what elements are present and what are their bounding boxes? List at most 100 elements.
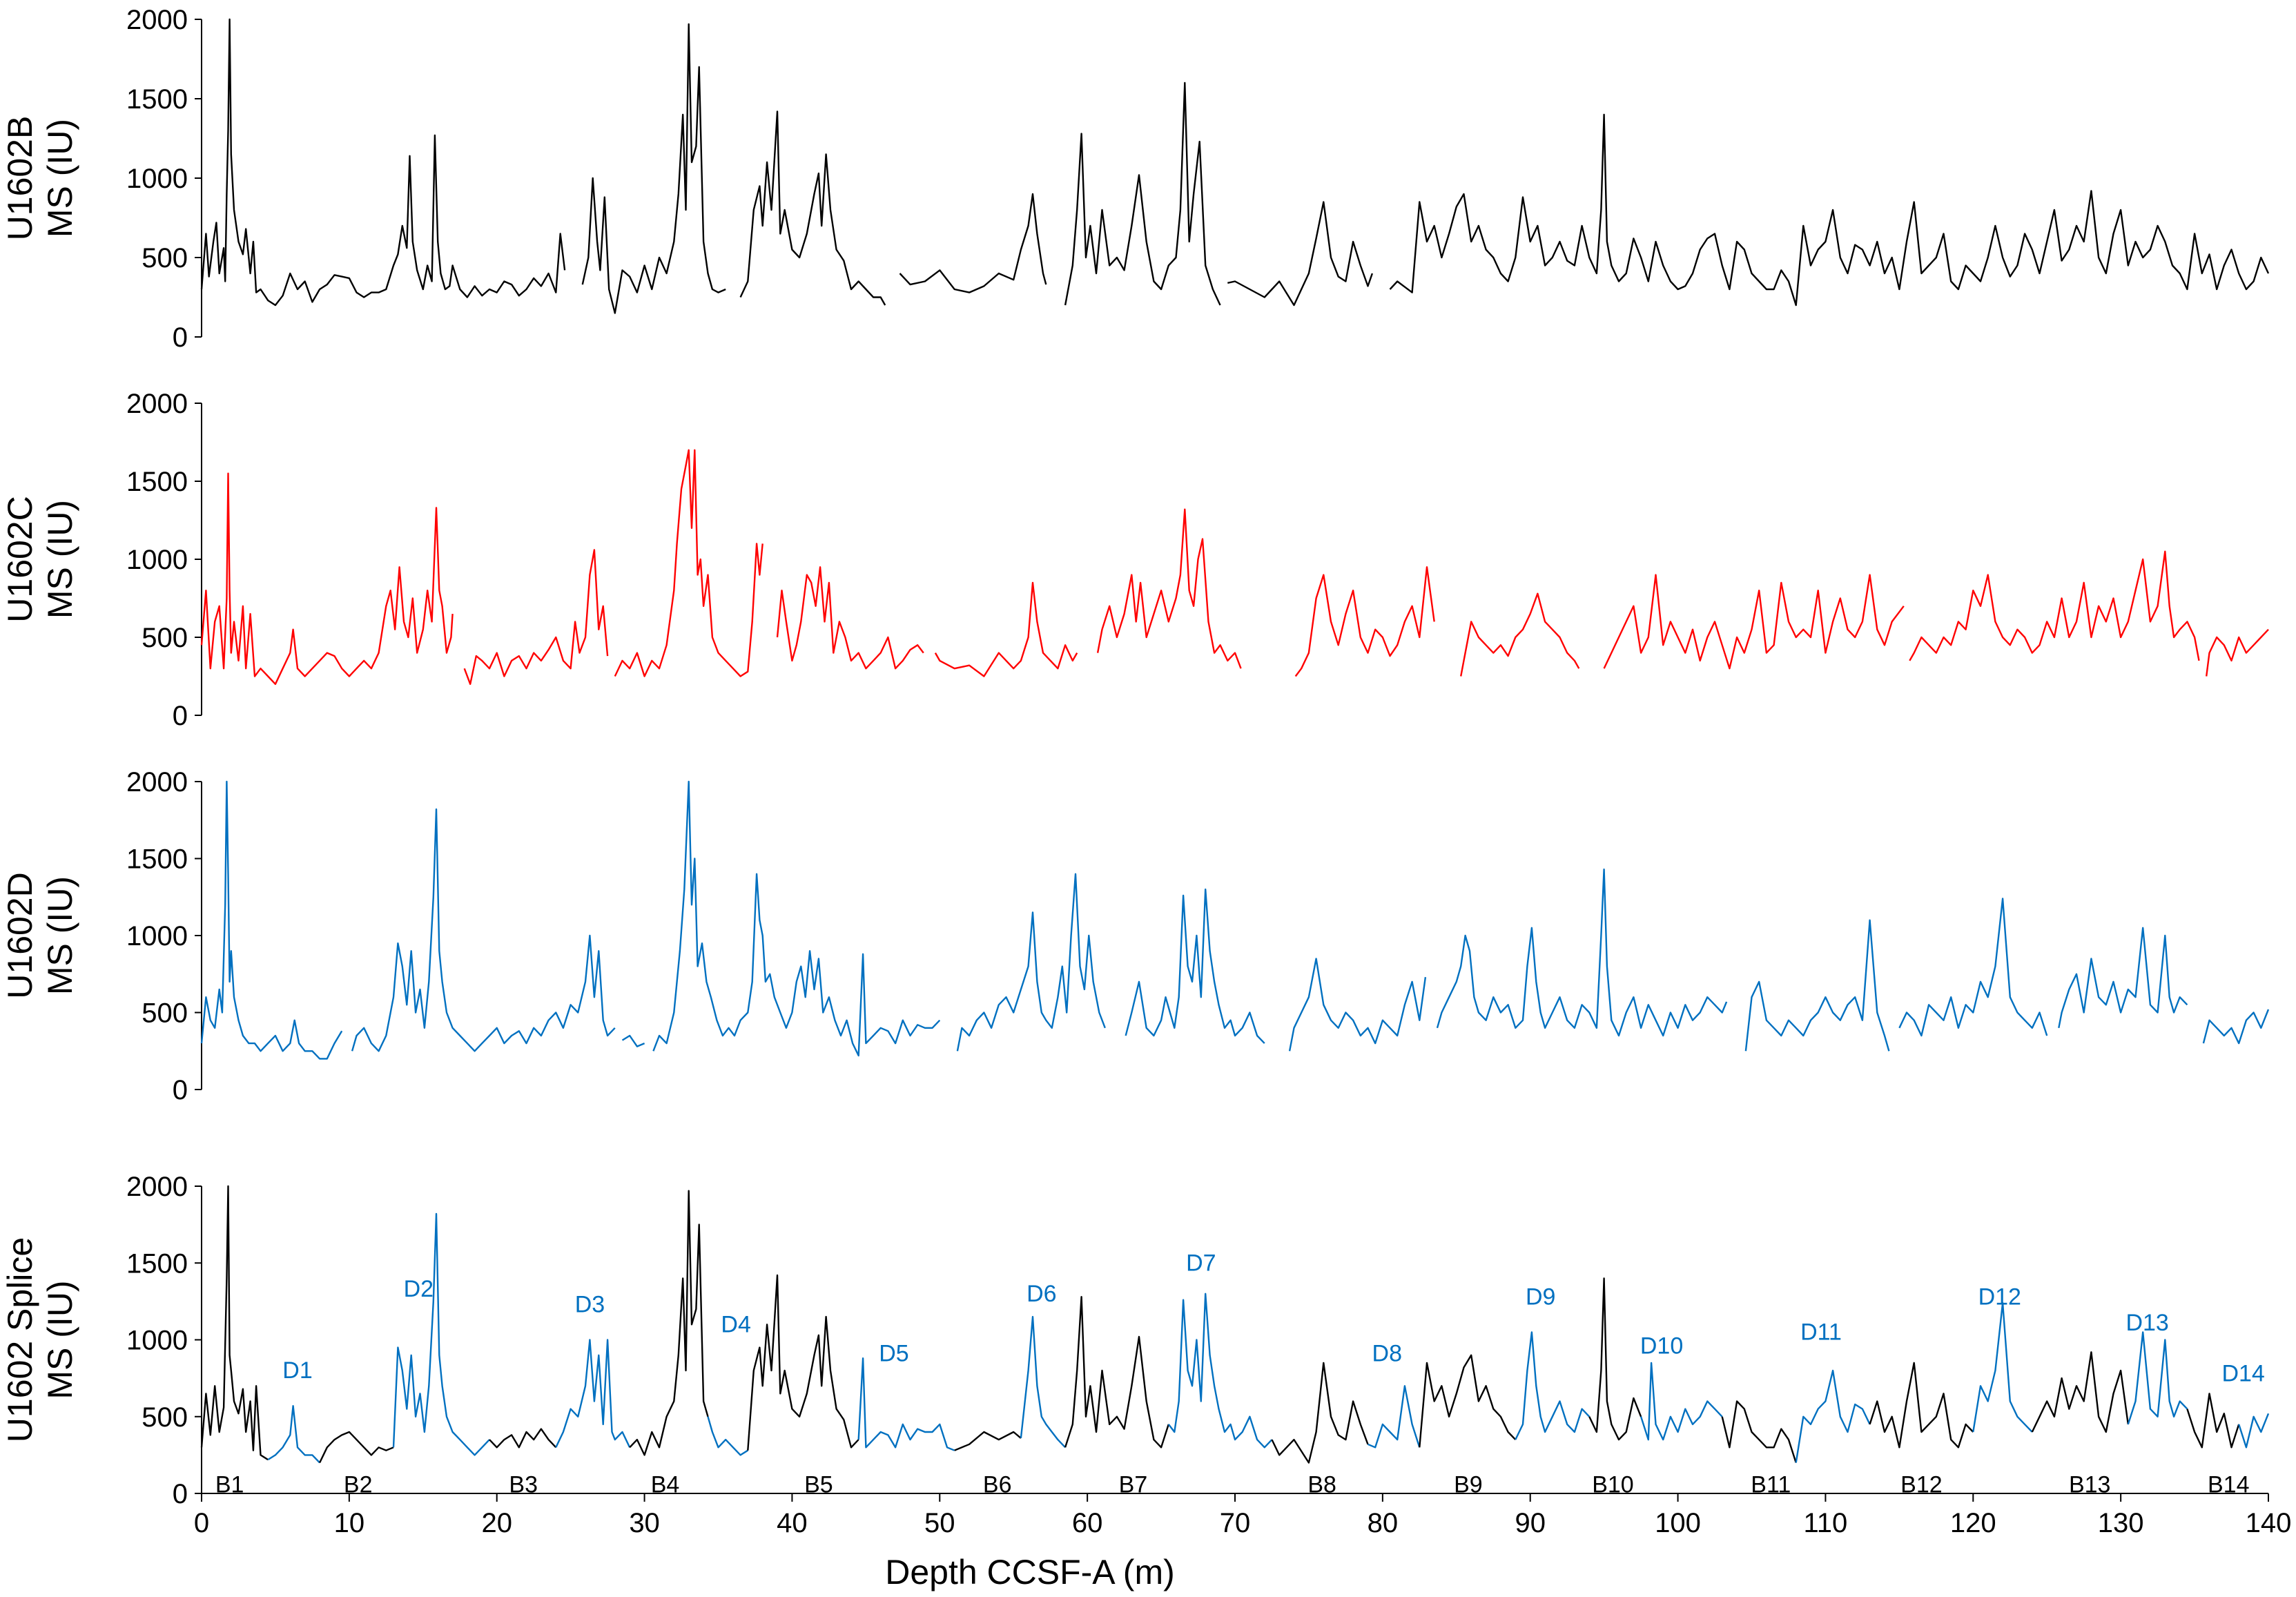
- depth-marker-d: D14: [2221, 1361, 2264, 1387]
- depth-marker-b: B10: [1592, 1472, 1634, 1498]
- depth-marker-d: D9: [1526, 1284, 1555, 1310]
- depth-marker-b: B5: [804, 1472, 833, 1498]
- depth-marker-d: D11: [1800, 1319, 1842, 1346]
- ms-series-segment: [1898, 898, 2048, 1037]
- ms-series-segment: [1064, 1295, 1169, 1449]
- y-axis-title-line2: MS (IU): [41, 876, 79, 995]
- ms-series-segment: [1460, 592, 1580, 677]
- y-tick-label: 1500: [126, 844, 188, 875]
- ms-series-segment: [351, 808, 616, 1052]
- y-tick-label: 1000: [126, 545, 188, 575]
- ms-series-segment: [200, 18, 566, 307]
- depth-marker-b: B7: [1119, 1472, 1148, 1498]
- y-tick-label: 500: [142, 623, 188, 653]
- ms-series-segment: [776, 566, 924, 670]
- y-axis-title-line1: U1602B: [1, 116, 39, 241]
- ms-series-segment: [1972, 1301, 2033, 1433]
- y-tick-label: 500: [142, 998, 188, 1029]
- panel-4: 0 500 1000 1500 2000 0 10 20 30 40 50 60 70 80 90 100 11…: [1, 1172, 2291, 1538]
- ms-series-segment: [1271, 1362, 1369, 1464]
- ms-series-segment: [1744, 919, 1890, 1052]
- ms-series-segment: [2127, 1331, 2188, 1425]
- ms-series-segment: [1795, 1369, 1871, 1463]
- panel-1: 0 500 1000 1500 2000 U1602B MS (IU): [1, 5, 2270, 353]
- depth-marker-d: D1: [282, 1357, 312, 1384]
- ms-series-segment: [2058, 927, 2188, 1029]
- y-axis-title-line1: U1602C: [1, 496, 39, 622]
- ms-series-segment: [1020, 1315, 1066, 1449]
- depth-marker-d: D8: [1372, 1341, 1402, 1367]
- depth-marker-d: D5: [879, 1341, 908, 1367]
- depth-marker-d: D3: [575, 1291, 605, 1317]
- ms-series-segment: [2202, 1009, 2270, 1045]
- depth-marker-b: B6: [983, 1472, 1012, 1498]
- y-tick-label: 1500: [126, 467, 188, 497]
- ms-series-segment: [1515, 1331, 1590, 1440]
- ms-series-segment: [581, 23, 726, 314]
- x-tick-label: 100: [1655, 1508, 1701, 1538]
- ms-series-segment: [1368, 1385, 1421, 1449]
- y-tick-label: 2000: [126, 5, 188, 35]
- y-tick-label: 500: [142, 243, 188, 273]
- depth-marker-b: B2: [344, 1472, 373, 1498]
- ms-series-segment: [954, 1431, 1022, 1451]
- depth-marker-d: D7: [1186, 1250, 1216, 1276]
- depth-marker-b: B4: [651, 1472, 680, 1498]
- x-tick-label: 120: [1950, 1508, 1996, 1538]
- y-tick-label: 1500: [126, 84, 188, 115]
- ms-series-segment: [1294, 566, 1435, 677]
- x-tick-label: 140: [2246, 1508, 2292, 1538]
- ms-series-segment: [739, 110, 886, 306]
- y-tick-label: 1500: [126, 1248, 188, 1279]
- y-tick-label: 1000: [126, 921, 188, 951]
- y-tick-label: 500: [142, 1402, 188, 1433]
- x-tick-label: 20: [481, 1508, 512, 1538]
- ms-series-segment: [2238, 1413, 2270, 1449]
- ms-series-segment: [463, 549, 609, 685]
- x-tick-label: 80: [1368, 1508, 1399, 1538]
- depth-marker-b: B1: [215, 1472, 244, 1498]
- depth-marker-b: B11: [1751, 1472, 1791, 1498]
- y-tick-label: 2000: [126, 1172, 188, 1202]
- ms-series-segment: [1096, 508, 1242, 669]
- depth-marker-d: D13: [2125, 1310, 2168, 1336]
- panel-2: 0 500 1000 1500 2000 U1602C MS (IU): [1, 389, 2269, 731]
- ms-series-segment: [747, 1274, 859, 1451]
- ms-series-segment: [2186, 1393, 2240, 1449]
- ms-series-segment: [1909, 550, 2200, 661]
- x-tick-label: 0: [194, 1508, 209, 1538]
- ms-series-segment: [899, 193, 1047, 293]
- x-tick-label: 60: [1072, 1508, 1103, 1538]
- ms-series-segment: [1588, 1277, 1642, 1441]
- depth-marker-d: D2: [404, 1276, 434, 1302]
- ms-series-segment: [1227, 201, 1374, 307]
- ms-series-segment: [1125, 888, 1265, 1044]
- ms-series-segment: [489, 1428, 557, 1449]
- y-axis-title-line1: U1602D: [1, 872, 39, 998]
- x-tick-label: 70: [1220, 1508, 1251, 1538]
- y-tick-label: 0: [173, 701, 188, 731]
- y-tick-label: 1000: [126, 1326, 188, 1356]
- depth-marker-b: B12: [1900, 1472, 1943, 1498]
- ms-series-segment: [2206, 628, 2269, 677]
- ms-series-segment: [555, 1339, 631, 1448]
- ms-series-segment: [200, 1185, 269, 1461]
- ms-series-segment: [392, 1212, 490, 1456]
- x-tick-label: 30: [629, 1508, 660, 1538]
- ms-series-segment: [614, 449, 763, 677]
- ms-series-segment: [1288, 958, 1427, 1052]
- depth-marker-b: B9: [1454, 1472, 1483, 1498]
- ms-series-segment: [1640, 1362, 1723, 1441]
- depth-marker-d: D6: [1027, 1281, 1056, 1307]
- y-axis-title-line2: MS (IU): [41, 1280, 79, 1399]
- x-tick-label: 50: [924, 1508, 955, 1538]
- x-axis-title: Depth CCSF-A (m): [885, 1553, 1175, 1591]
- ms-series-segment: [857, 1357, 955, 1451]
- y-tick-label: 0: [173, 322, 188, 353]
- y-axis-title-line2: MS (IU): [41, 500, 79, 619]
- depth-marker-d: D10: [1640, 1333, 1683, 1359]
- depth-marker-b: B3: [509, 1472, 538, 1498]
- y-tick-label: 0: [173, 1479, 188, 1509]
